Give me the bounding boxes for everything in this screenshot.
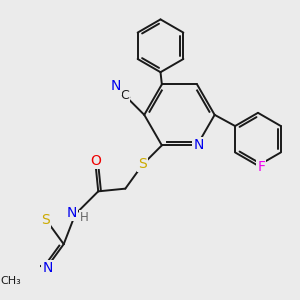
Text: H: H <box>80 211 89 224</box>
Text: F: F <box>257 160 266 174</box>
Text: C: C <box>120 89 129 102</box>
Text: S: S <box>139 157 147 171</box>
Text: N: N <box>67 206 77 220</box>
Text: S: S <box>41 213 50 227</box>
Text: O: O <box>90 154 101 168</box>
Text: N: N <box>43 261 53 275</box>
Text: N: N <box>193 138 204 152</box>
Text: N: N <box>111 80 121 93</box>
Text: CH₃: CH₃ <box>0 276 21 286</box>
